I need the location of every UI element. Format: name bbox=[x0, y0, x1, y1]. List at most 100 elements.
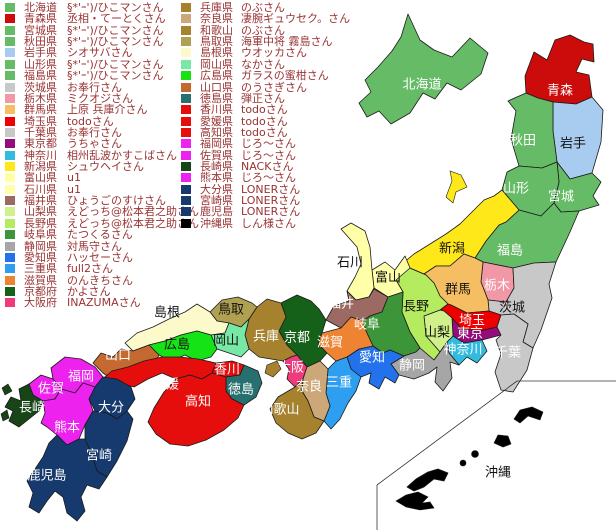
legend-color-swatch bbox=[181, 105, 191, 115]
sado-island[interactable] bbox=[445, 170, 468, 204]
legend-pref-name: 福井県 bbox=[24, 194, 57, 208]
legend-owner-name: シオサバさん bbox=[67, 46, 133, 60]
legend-owner-name: todoさん bbox=[67, 114, 114, 128]
legend-owner-name: お奉行さん bbox=[67, 80, 122, 94]
legend-owner-name: シュウヘイさん bbox=[67, 160, 144, 174]
okinawa-island[interactable] bbox=[459, 459, 467, 467]
map-label-gifu: 岐阜 bbox=[354, 317, 380, 333]
prefecture-okinawa[interactable] bbox=[406, 468, 449, 492]
legend-color-swatch bbox=[181, 162, 191, 172]
legend-color-swatch bbox=[181, 184, 191, 194]
legend-pref-name: 岩手県 bbox=[24, 46, 57, 60]
prefecture-toyama[interactable] bbox=[371, 255, 411, 298]
legend-owner-name: LONERさん bbox=[241, 205, 301, 219]
map-label-nagasaki: 長崎 bbox=[19, 401, 45, 416]
legend-owner-name: じろ～さん bbox=[241, 171, 296, 185]
map-label-miyazaki: 宮崎 bbox=[86, 448, 112, 464]
legend-color-swatch bbox=[5, 48, 15, 58]
legend-color-swatch bbox=[5, 14, 15, 24]
legend-pref-name: 山梨県 bbox=[24, 205, 57, 219]
okinawa-island[interactable] bbox=[471, 450, 479, 458]
map-label-okayama: 岡山 bbox=[213, 334, 239, 349]
awaji-island[interactable] bbox=[264, 360, 282, 378]
map-label-tottori: 鳥取 bbox=[218, 303, 244, 318]
legend-color-swatch bbox=[5, 59, 15, 69]
legend-color-swatch bbox=[5, 264, 15, 274]
map-label-chiba: 千葉 bbox=[495, 346, 521, 361]
legend-color-swatch bbox=[181, 37, 191, 47]
goto-island[interactable] bbox=[1, 383, 13, 396]
legend-pref-name: 福岡県 bbox=[200, 137, 233, 151]
legend-pref-name: 三重県 bbox=[24, 262, 57, 276]
prefecture-chiba[interactable] bbox=[494, 313, 534, 393]
legend-color-swatch bbox=[5, 207, 15, 217]
map-label-hokkaido: 北海道 bbox=[402, 78, 441, 93]
legend-color-swatch bbox=[5, 162, 15, 172]
map-label-iwate: 岩手 bbox=[560, 137, 586, 152]
okinawa-island[interactable] bbox=[395, 491, 435, 511]
okinawa-inset-border bbox=[376, 380, 518, 486]
map-label-ehime: 愛媛 bbox=[153, 378, 179, 393]
prefecture-wakayama[interactable] bbox=[269, 378, 325, 440]
legend-pref-name: 鹿児島 bbox=[200, 205, 233, 219]
map-label-yamagata: 山形 bbox=[503, 182, 529, 197]
amami-island[interactable] bbox=[513, 406, 544, 424]
legend-pref-name: 和歌山 bbox=[200, 23, 233, 37]
legend-owner-name: じろ～さん bbox=[241, 148, 296, 162]
prefecture-hokkaido[interactable] bbox=[358, 13, 489, 125]
legend-pref-name: 奈良県 bbox=[200, 12, 233, 26]
map-label-kumamoto: 熊本 bbox=[54, 420, 80, 436]
legend-pref-name: 石川県 bbox=[24, 182, 57, 196]
map-label-saga: 佐賀 bbox=[38, 382, 64, 397]
legend-pref-name: 岡山県 bbox=[200, 57, 233, 71]
legend-pref-name: 長崎県 bbox=[200, 160, 233, 174]
legend-color-swatch bbox=[181, 207, 191, 217]
legend-owner-name: full2さん bbox=[67, 262, 113, 276]
map-label-tokushima: 徳島 bbox=[228, 383, 254, 398]
legend-owner-name: ガラスの蜜柑さん bbox=[241, 69, 329, 83]
legend-owner-name: のうさぎさん bbox=[241, 80, 307, 94]
legend-owner-name: §*'ｰ')/ひこマンさん bbox=[67, 35, 164, 49]
legend-color-swatch bbox=[181, 3, 191, 12]
legend-owner-name: 対馬守さん bbox=[67, 239, 122, 253]
prefecture-okayama[interactable] bbox=[210, 318, 250, 358]
map-label-kyoto: 京都 bbox=[284, 331, 310, 346]
prefecture-akita[interactable] bbox=[507, 92, 558, 169]
map-label-ibaraki: 茨城 bbox=[499, 301, 525, 316]
legend-pref-name: 北海道 bbox=[24, 1, 57, 14]
prefecture-kagoshima[interactable] bbox=[26, 434, 108, 522]
map-label-saitama: 埼玉 bbox=[459, 314, 485, 329]
map-label-okinawa: 沖縄 bbox=[485, 466, 511, 481]
map-label-kochi: 高知 bbox=[185, 394, 211, 410]
legend-color-swatch bbox=[5, 127, 15, 137]
legend-owner-name: たつくるさん bbox=[67, 228, 133, 242]
legend-owner-name: ハッセーさん bbox=[67, 250, 133, 264]
legend-color-swatch bbox=[5, 252, 15, 262]
goto-island[interactable] bbox=[0, 409, 10, 422]
prefecture-kochi[interactable] bbox=[147, 372, 245, 447]
legend-color-swatch bbox=[181, 218, 191, 228]
legend-owner-name: えどっち@松本君之助さん bbox=[67, 216, 199, 230]
map-label-shimane: 島根 bbox=[154, 306, 180, 321]
legend-pref-name: 熊本県 bbox=[200, 171, 233, 185]
legend-color-swatch bbox=[181, 48, 191, 58]
legend-owner-name: u1 bbox=[67, 171, 81, 185]
map-label-akita: 秋田 bbox=[510, 134, 536, 149]
legend-owner-name: ウオッカさん bbox=[241, 46, 307, 60]
legend-pref-name: 神奈川 bbox=[24, 148, 57, 162]
legend-owner-name: かよさん bbox=[67, 284, 111, 298]
legend-pref-name: 千葉県 bbox=[24, 125, 57, 139]
legend-color-swatch bbox=[5, 184, 15, 194]
okinawa-island[interactable] bbox=[493, 434, 512, 448]
legend-pref-name: 宮城県 bbox=[24, 23, 57, 37]
legend-pref-name: 徳島県 bbox=[200, 91, 233, 105]
legend-color-swatch bbox=[181, 93, 191, 103]
legend-pref-name: 青森県 bbox=[24, 12, 57, 26]
map-label-hiroshima: 広島 bbox=[164, 338, 190, 353]
legend-owner-name: のんきちさん bbox=[67, 273, 133, 287]
map-label-shiga: 滋賀 bbox=[317, 336, 343, 351]
legend-owner-name: しん様さん bbox=[241, 216, 296, 230]
legend-color-swatch bbox=[5, 71, 15, 81]
legend-color-swatch bbox=[5, 139, 15, 149]
